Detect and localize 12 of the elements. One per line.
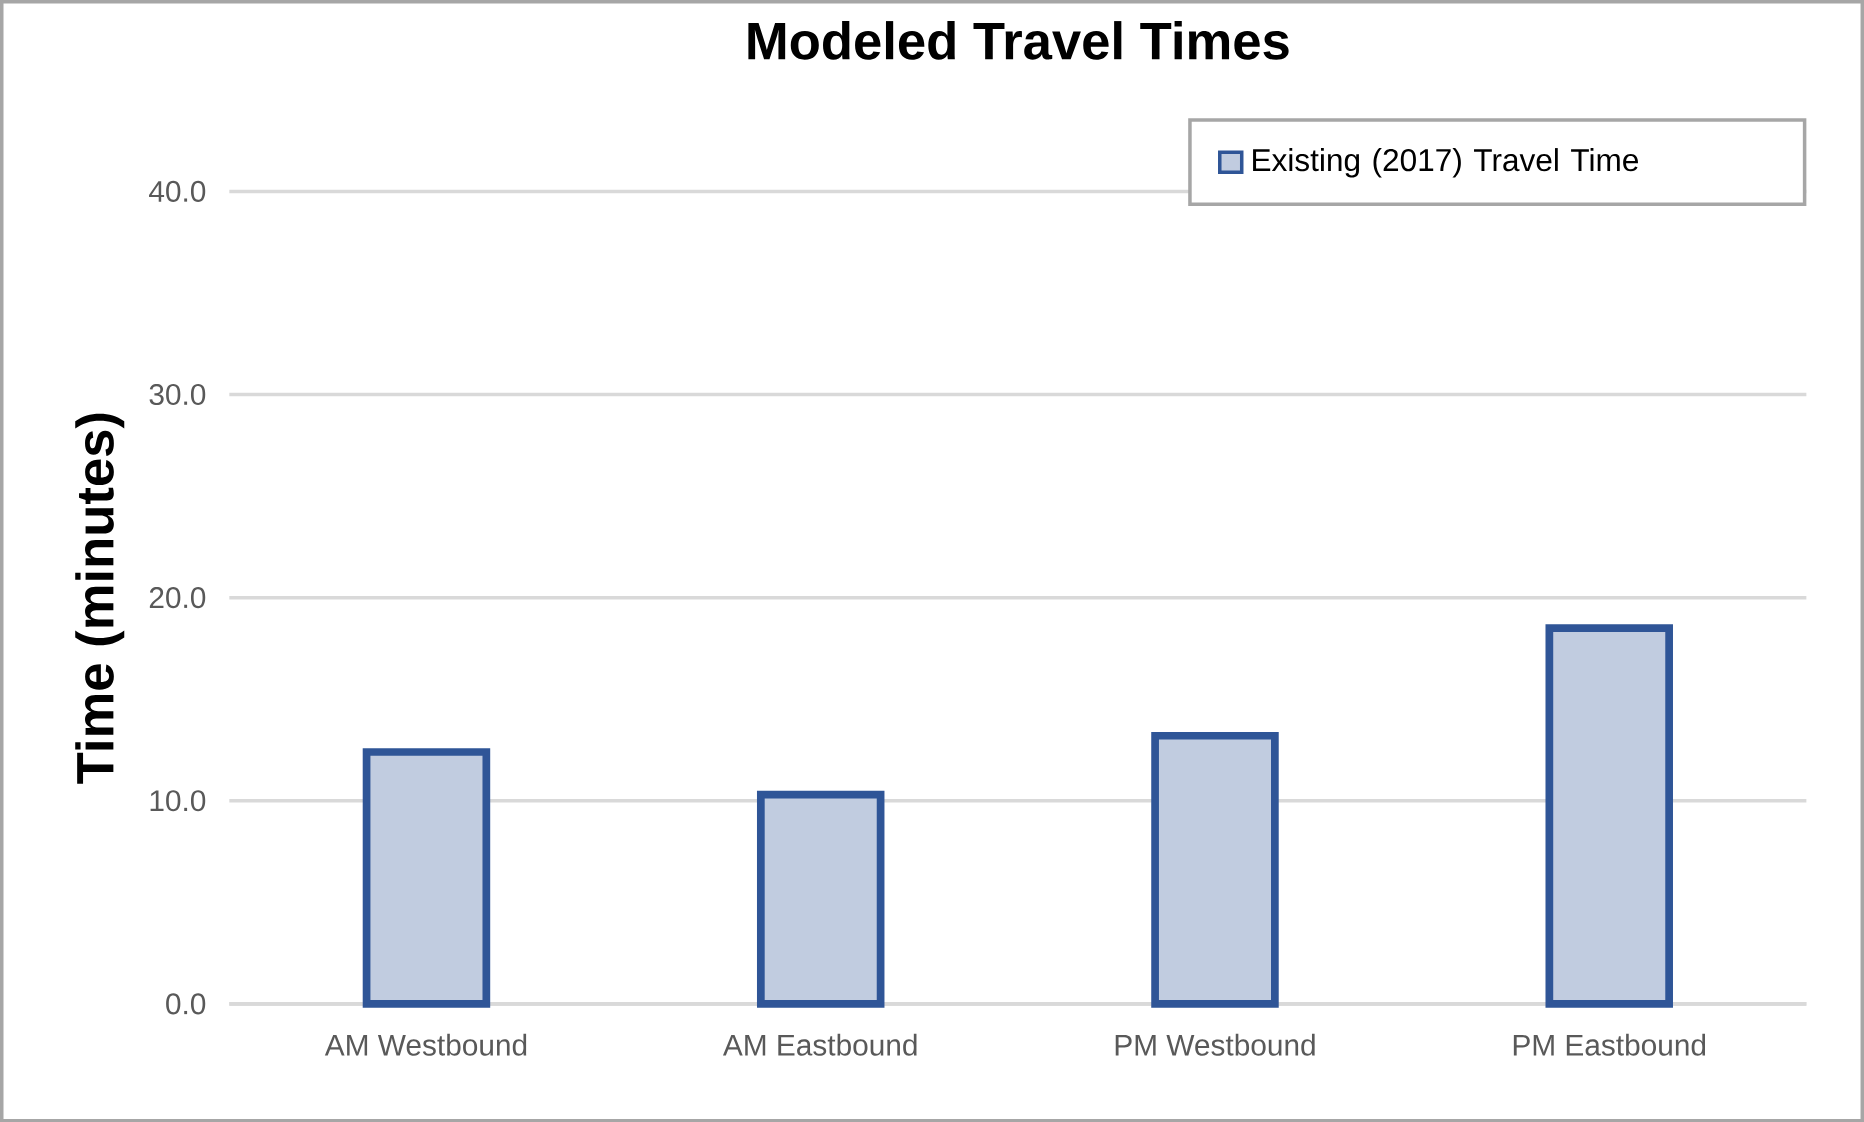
- y-tick-label: 0.0: [166, 993, 206, 1015]
- x-tick-label: AM Westbound: [324, 1033, 527, 1056]
- legend-label: Existing (2017) Travel Time: [1253, 147, 1638, 178]
- y-tick-label: 30.0: [149, 383, 206, 405]
- x-tick-label: AM Eastbound: [722, 1033, 917, 1056]
- x-tick-label: PM Westbound: [1115, 1033, 1315, 1056]
- chart-title: Modeled Travel Times: [748, 20, 1289, 60]
- y-tick-label: 40.0: [149, 180, 206, 202]
- x-tick-label: PM Eastbound: [1513, 1033, 1706, 1056]
- y-tick-label: 10.0: [150, 790, 206, 812]
- y-tick-label: 20.0: [149, 586, 206, 608]
- y-axis-title: Time (minutes): [75, 413, 125, 784]
